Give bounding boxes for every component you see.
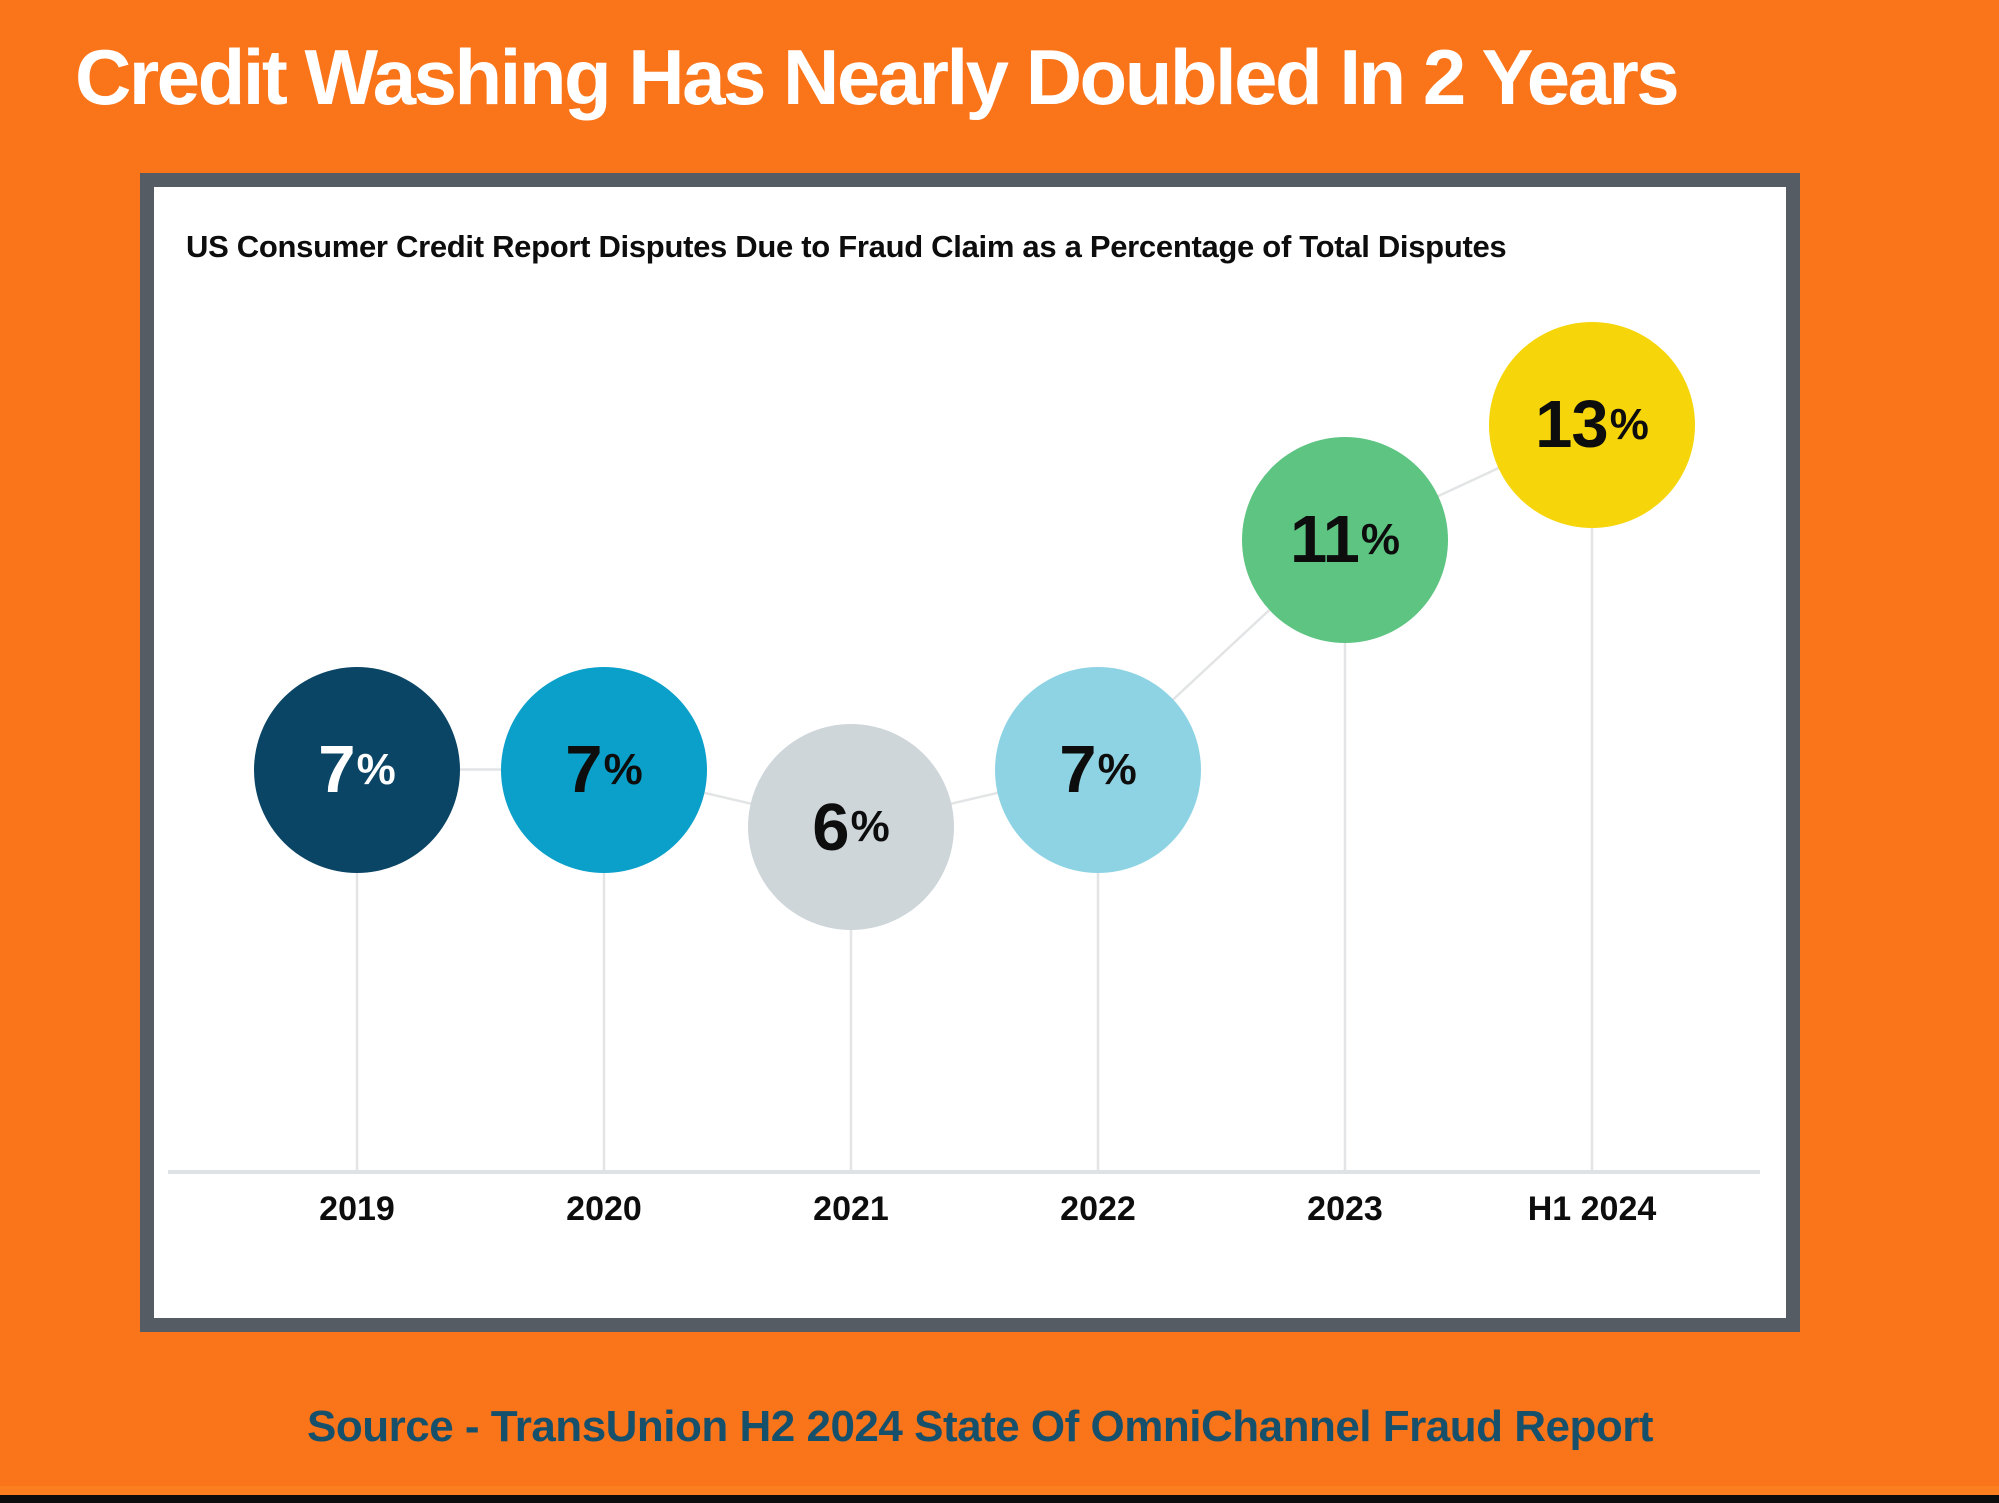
chart-card: US Consumer Credit Report Disputes Due t…	[140, 173, 1800, 1332]
data-point-2022: 7%	[995, 666, 1201, 873]
x-axis-label-2021: 2021	[813, 1190, 889, 1228]
data-point-value: 7	[565, 732, 602, 807]
data-point-unit: %	[850, 802, 890, 851]
x-axis-label-2020: 2020	[566, 1190, 642, 1228]
data-point-2020: 7%	[501, 666, 707, 873]
orange-band	[0, 1486, 1999, 1495]
x-axis-label-2023: 2023	[1307, 1190, 1383, 1228]
data-point-unit: %	[1609, 399, 1649, 449]
x-axis-label-2019: 2019	[319, 1190, 395, 1228]
data-point-value: 13	[1535, 387, 1609, 462]
bottom-bar	[0, 1495, 1999, 1503]
data-point-value: 7	[318, 732, 355, 807]
data-point-unit: %	[1097, 744, 1137, 794]
data-point-value: 7	[1059, 732, 1096, 807]
data-point-2023: 11%	[1242, 436, 1448, 643]
page-title: Credit Washing Has Nearly Doubled In 2 Y…	[75, 33, 1680, 121]
chart-title: US Consumer Credit Report Disputes Due t…	[186, 229, 1507, 264]
data-point-2021: 6%	[748, 724, 954, 930]
data-point-2019: 7%	[254, 666, 460, 873]
data-point-value: 6	[812, 789, 849, 865]
x-axis-label-2022: 2022	[1060, 1190, 1136, 1228]
data-point-value: 11	[1290, 502, 1360, 577]
x-axis-label-h1-2024: H1 2024	[1527, 1190, 1657, 1228]
plot-area: 7% 7% 6% 7% 11% 13% 2019 2020 2021 2022 2023 H1 202…	[154, 187, 1786, 1318]
data-point-unit: %	[1360, 514, 1400, 564]
data-point-h1-2024: 13%	[1489, 321, 1695, 528]
data-point-unit: %	[356, 744, 396, 794]
data-point-unit: %	[603, 744, 643, 794]
source-credit: Source - TransUnion H2 2024 State Of Omn…	[307, 1402, 1653, 1451]
